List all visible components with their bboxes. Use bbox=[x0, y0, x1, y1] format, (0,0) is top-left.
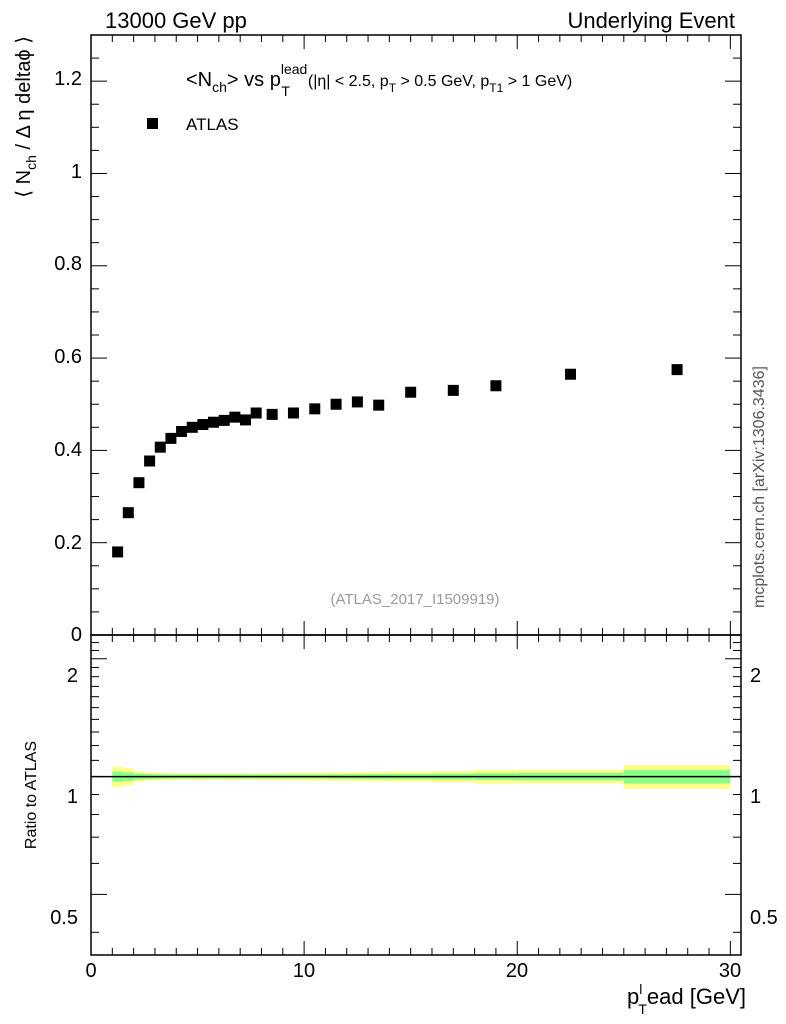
main-y-tick-label: 0.6 bbox=[54, 346, 82, 368]
ratio-y-tick-labels-left: 2 1 0.5 bbox=[50, 665, 78, 929]
ratio-y-tick-label: 1 bbox=[67, 786, 78, 808]
plot-title: <Nch> vs plead T(|η| < 2.5, pT > 0.5 GeV,… bbox=[186, 61, 572, 99]
data-point bbox=[218, 414, 230, 426]
data-point bbox=[197, 419, 209, 431]
data-point bbox=[250, 407, 262, 419]
ratio-bands bbox=[91, 765, 741, 789]
main-y-tick-label: 1 bbox=[71, 161, 82, 183]
xlabel: pl Tead [GeV] bbox=[627, 981, 746, 1017]
ratio-y-tick-label: 2 bbox=[67, 665, 78, 687]
header-right: Underlying Event bbox=[567, 8, 735, 33]
main-y-tick-label: 1.2 bbox=[54, 68, 82, 90]
data-point bbox=[405, 386, 417, 398]
ratio-y-tick-label-right: 2 bbox=[750, 665, 761, 687]
ratio-y-tick-labels-right: 2 1 0.5 bbox=[750, 665, 778, 929]
header-left: 13000 GeV pp bbox=[105, 8, 247, 33]
legend-label: ATLAS bbox=[186, 115, 239, 134]
ylabel-ratio: Ratio to ATLAS bbox=[23, 741, 40, 849]
ratio-frame bbox=[90, 634, 742, 956]
data-point bbox=[351, 396, 363, 408]
data-point bbox=[240, 414, 252, 426]
data-point bbox=[154, 441, 166, 453]
ratio-y-tick-label-right: 0.5 bbox=[750, 907, 778, 929]
main-y-tick-label: 0.4 bbox=[54, 439, 82, 461]
main-y-tick-label: 0.8 bbox=[54, 253, 82, 275]
main-y-tick-labels: 0.2 0.4 0.6 0.8 1 1.2 0 bbox=[54, 68, 82, 646]
data-point bbox=[447, 384, 459, 396]
data-point bbox=[565, 368, 577, 380]
ratio-y-tick-label: 0.5 bbox=[50, 907, 78, 929]
data-point bbox=[133, 477, 145, 489]
analysis-id: (ATLAS_2017_I1509919) bbox=[330, 591, 499, 608]
data-point bbox=[112, 546, 124, 558]
data-point bbox=[208, 416, 220, 428]
ylabel-main: ⟨ Nch / Δ η deltaϕ ⟩ bbox=[13, 36, 39, 198]
data-point bbox=[186, 421, 198, 433]
data-point bbox=[176, 425, 188, 437]
data-point bbox=[330, 398, 342, 410]
data-markers bbox=[112, 364, 683, 558]
axis-ticks bbox=[90, 34, 741, 955]
main-y-tick-label: 0.2 bbox=[54, 532, 82, 554]
side-text: mcplots.cern.ch [arXiv:1306.3436] bbox=[751, 366, 768, 608]
ratio-y-tick-label-right: 1 bbox=[750, 786, 761, 808]
data-point bbox=[671, 364, 683, 376]
data-point bbox=[229, 411, 241, 423]
main-y-tick-label-zero: 0 bbox=[71, 624, 82, 646]
data-point bbox=[287, 407, 299, 419]
x-tick-label: 0 bbox=[85, 960, 96, 982]
data-point bbox=[144, 455, 156, 467]
data-point bbox=[165, 432, 177, 444]
x-tick-label: 30 bbox=[719, 960, 741, 982]
x-tick-label: 20 bbox=[506, 960, 528, 982]
legend-marker bbox=[147, 118, 158, 129]
data-point bbox=[122, 507, 134, 519]
data-point bbox=[373, 399, 385, 411]
x-tick-label: 10 bbox=[293, 960, 315, 982]
data-point bbox=[309, 403, 321, 415]
data-point bbox=[490, 380, 502, 392]
x-tick-labels: 0 10 20 30 bbox=[85, 960, 741, 982]
data-point bbox=[266, 408, 278, 420]
